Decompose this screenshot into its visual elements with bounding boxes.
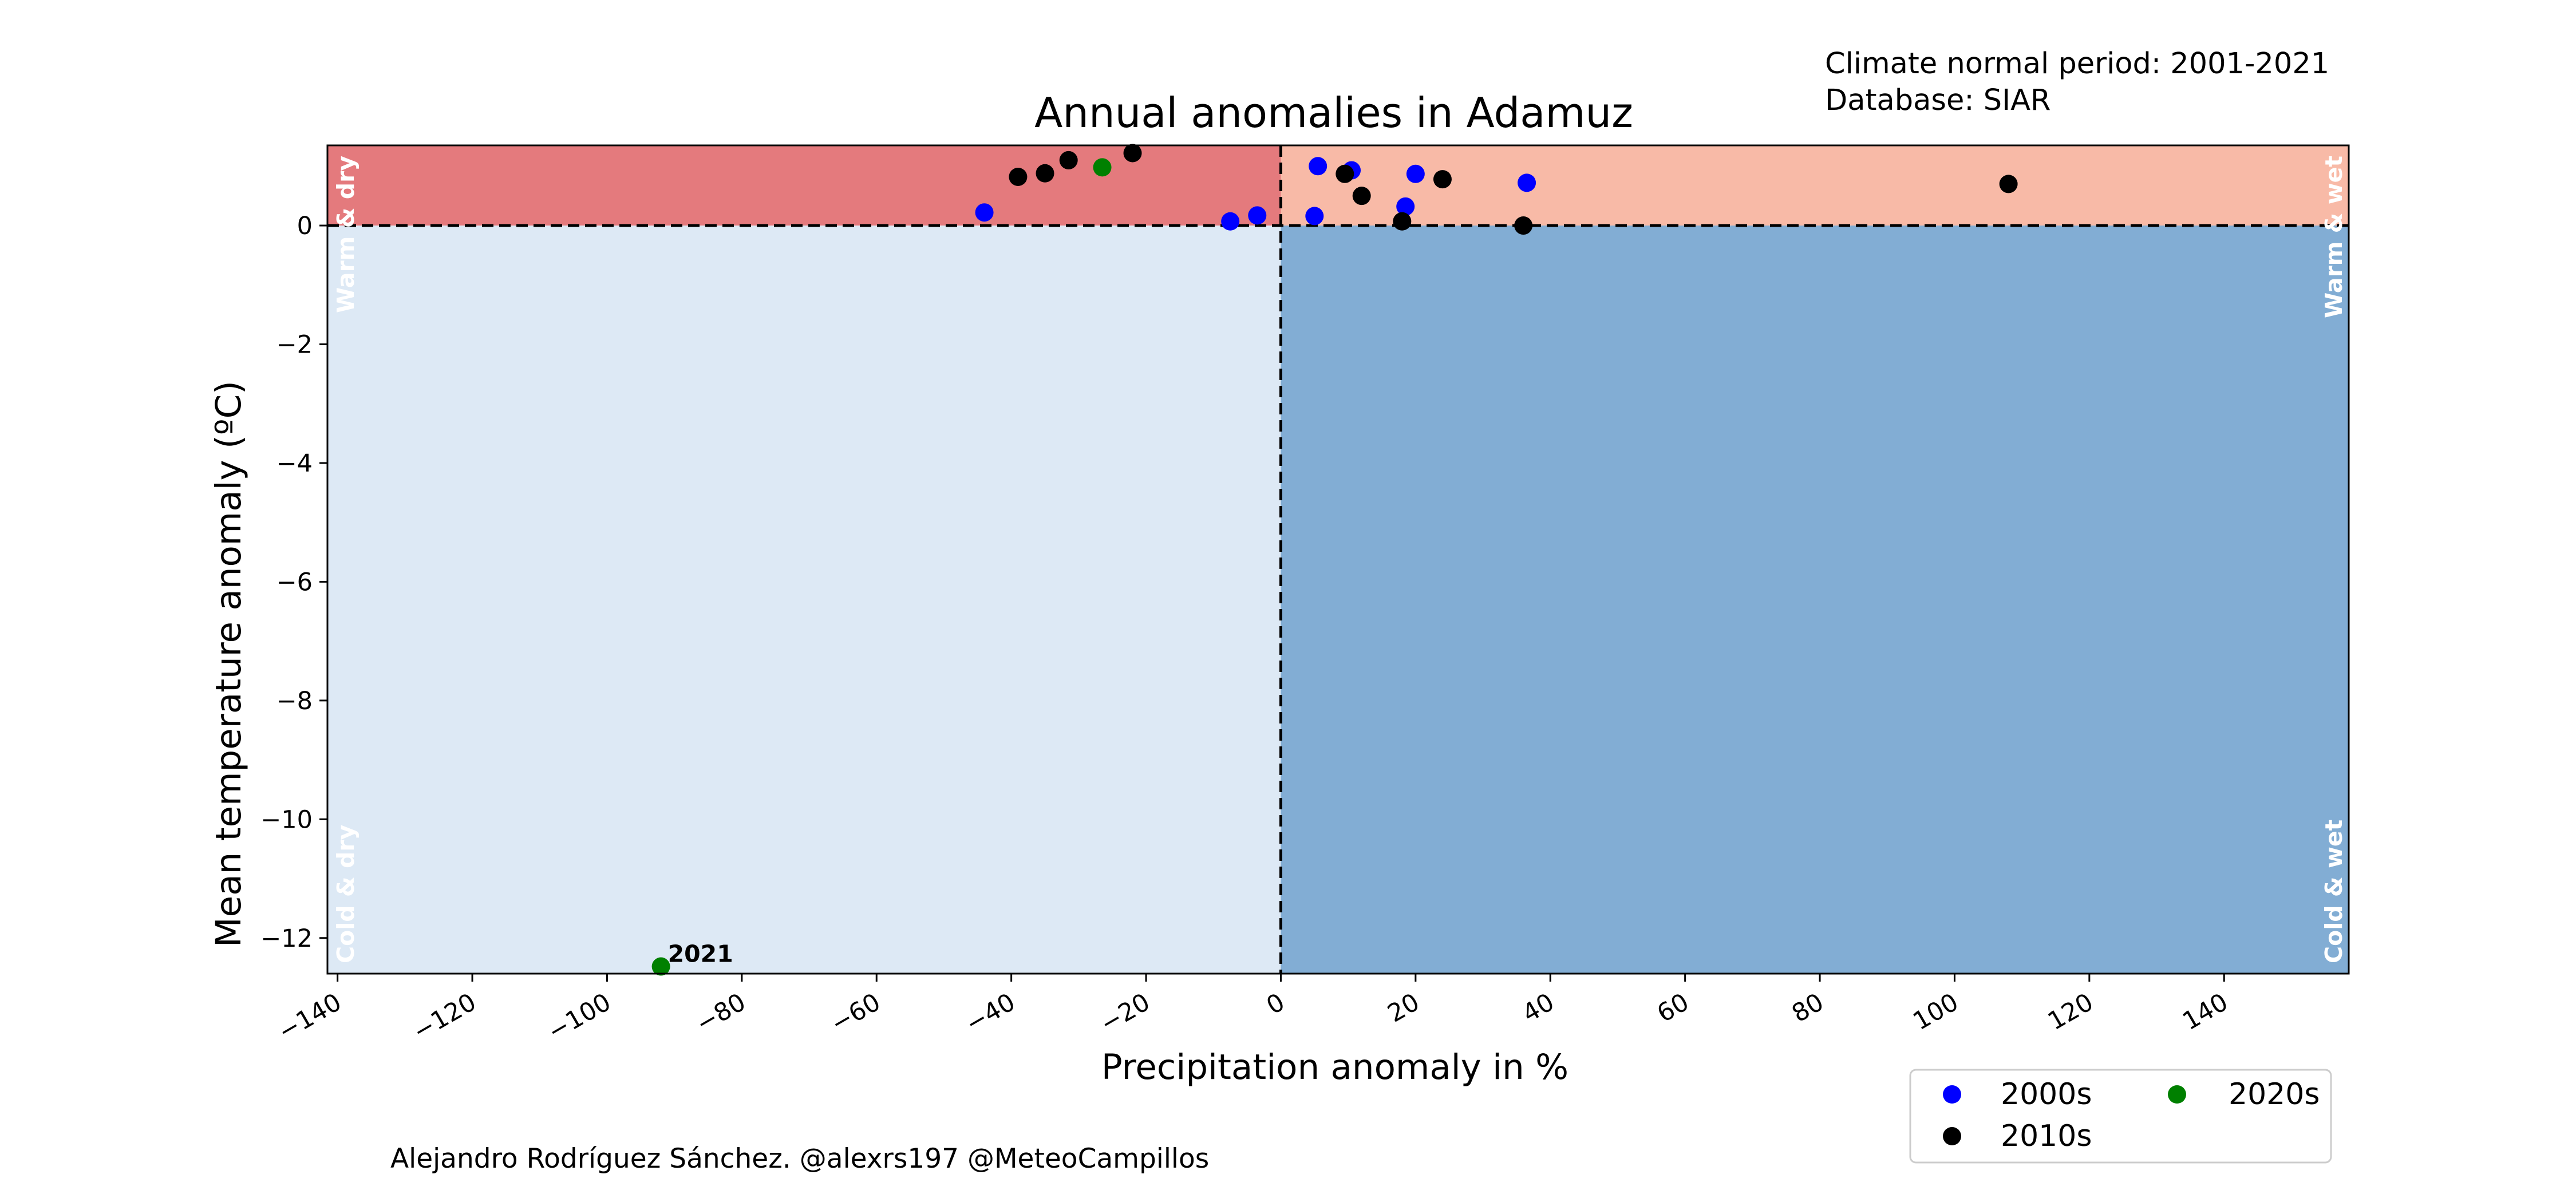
quadrant-warm-wet (1281, 145, 2349, 226)
reference-lines (327, 145, 2349, 974)
quadrant-label-cold-dry: Cold & dry (332, 825, 359, 963)
chart-title: Annual anomalies in Adamuz (1034, 89, 1633, 137)
quadrant-label-warm-dry: Warm & dry (332, 156, 359, 313)
y-axis-label: Mean temperature anomaly (ºC) (208, 381, 249, 947)
x-axis-label: Precipitation anomaly in % (1101, 1047, 1568, 1088)
data-point-2000s-4 (1309, 157, 1327, 176)
x-tick-label: 140 (2178, 988, 2233, 1036)
x-tick-label: 60 (1653, 988, 1694, 1029)
annotation-2021: 2021 (668, 940, 733, 968)
y-tick-label: 0 (297, 212, 313, 240)
data-point-2010s-8 (1514, 216, 1533, 235)
data-point-2010s-3 (1123, 144, 1142, 163)
quadrant-label-cold-wet: Cold & wet (2320, 820, 2348, 963)
quadrant-cold-wet (1281, 226, 2349, 974)
quadrant-backgrounds (327, 145, 2349, 974)
legend-box (1909, 1069, 2332, 1164)
y-tick-label: −2 (276, 330, 313, 359)
x-tick-label: −60 (826, 988, 886, 1039)
x-tick-label: 0 (1262, 988, 1290, 1021)
normal-period-label: Climate normal period: 2001-2021 (1825, 47, 2329, 81)
y-tick-label: −10 (260, 805, 313, 834)
data-point-2010s-2 (1059, 151, 1078, 169)
legend-label-2000s: 2000s (2001, 1077, 2092, 1112)
y-tick-label: −8 (276, 687, 313, 715)
x-tick-label: 80 (1787, 988, 1828, 1029)
x-tick-label: −80 (692, 988, 751, 1039)
legend-label-2010s: 2010s (2001, 1119, 2092, 1153)
x-tick-label: 120 (2043, 988, 2098, 1036)
data-point-2010s-0 (1009, 167, 1028, 186)
data-point-2010s-4 (1336, 164, 1354, 183)
data-point-2000s-1 (1221, 212, 1240, 231)
x-tick-label: −40 (961, 988, 1020, 1039)
data-point-2000s-8 (1518, 173, 1536, 192)
database-label: Database: SIAR (1825, 84, 2050, 117)
data-point-2000s-7 (1406, 164, 1425, 183)
data-point-2010s-9 (1999, 175, 2018, 193)
y-tick-label: −6 (276, 568, 313, 596)
legend-label-2020s: 2020s (2229, 1077, 2320, 1112)
data-point-2000s-3 (1305, 207, 1324, 226)
x-tick-label: 40 (1518, 988, 1559, 1029)
data-point-2000s-2 (1248, 206, 1267, 225)
x-tick-label: 100 (1909, 988, 1963, 1036)
data-point-2000s-0 (975, 203, 994, 222)
legend-marker-2000s (1943, 1085, 1961, 1104)
data-point-2020s-0 (1093, 158, 1112, 177)
x-tick-label: 20 (1383, 988, 1424, 1029)
annotations: 2021 (668, 940, 733, 968)
y-tick-label: −4 (276, 449, 313, 478)
x-tick-label: −20 (1096, 988, 1155, 1039)
credit-text: Alejandro Rodríguez Sánchez. @alexrs197 … (390, 1143, 1209, 1175)
x-tick-label: −100 (543, 988, 615, 1046)
legend-marker-2020s (2168, 1085, 2186, 1104)
legend-marker-2010s (1943, 1127, 1961, 1145)
quadrant-warm-dry (327, 145, 1281, 226)
data-point-2000s-6 (1396, 197, 1415, 216)
data-points (651, 144, 2018, 976)
plot-frame (326, 144, 2350, 975)
quadrant-label-warm-wet: Warm & wet (2320, 156, 2348, 318)
data-point-2020s-1 (651, 957, 670, 976)
data-point-2010s-7 (1433, 170, 1452, 189)
x-tick-label: −140 (274, 988, 346, 1046)
x-tick-label: −120 (408, 988, 481, 1046)
data-point-2010s-5 (1352, 187, 1371, 205)
y-tick-label: −12 (260, 924, 313, 953)
legend: 2000s 2010s 2020s (1909, 1069, 2332, 1164)
data-point-2010s-6 (1393, 212, 1412, 231)
data-point-2010s-1 (1036, 164, 1054, 183)
quadrant-cold-dry (327, 226, 1281, 974)
